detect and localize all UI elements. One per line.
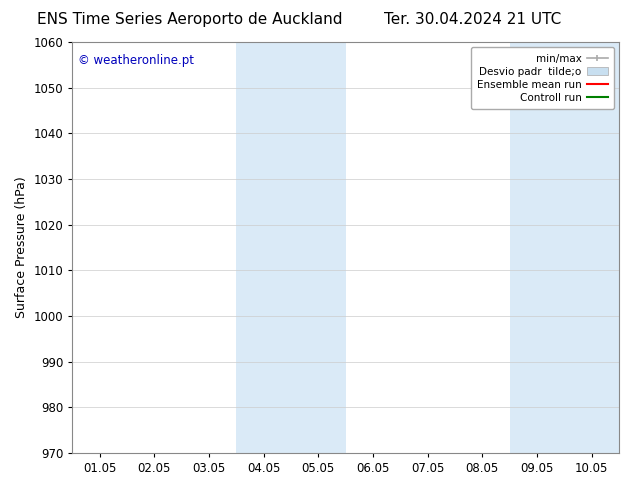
Text: Ter. 30.04.2024 21 UTC: Ter. 30.04.2024 21 UTC	[384, 12, 561, 27]
Bar	[236, 42, 346, 453]
Legend: min/max, Desvio padr  tilde;o, Ensemble mean run, Controll run: min/max, Desvio padr tilde;o, Ensemble m…	[470, 47, 614, 109]
Y-axis label: Surface Pressure (hPa): Surface Pressure (hPa)	[15, 176, 28, 318]
Text: ENS Time Series Aeroporto de Auckland: ENS Time Series Aeroporto de Auckland	[37, 12, 343, 27]
Text: © weatheronline.pt: © weatheronline.pt	[78, 54, 194, 68]
Bar	[510, 42, 619, 453]
